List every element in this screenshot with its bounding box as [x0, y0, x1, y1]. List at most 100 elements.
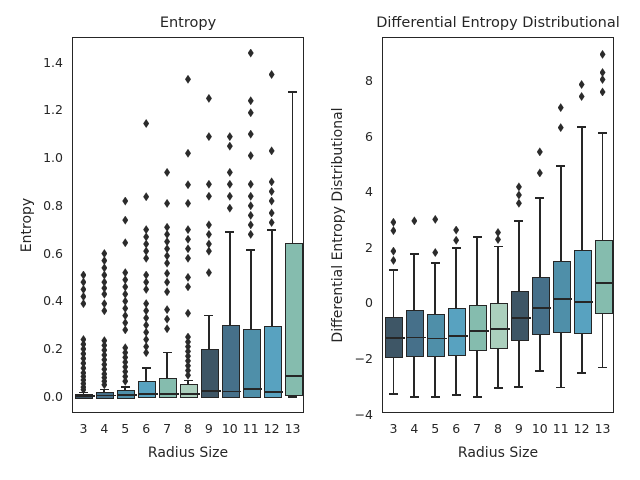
outlier-marker: [101, 277, 108, 287]
outlier-marker: [185, 244, 191, 254]
outlier-marker: [411, 216, 418, 226]
x-tick-label: 5: [431, 421, 440, 436]
outlier-marker: [536, 147, 543, 157]
boxplot-box: [138, 381, 157, 398]
outlier-marker: [122, 362, 129, 372]
y-tick-label: 0.8: [43, 197, 63, 213]
y-tick-label: −2: [354, 351, 373, 367]
y-tick-label: 0.6: [43, 245, 63, 261]
median-line: [448, 335, 468, 338]
boxplot-box: [573, 250, 592, 334]
outlier-marker: [143, 225, 150, 235]
outlier-marker: [268, 186, 275, 196]
whisker-cap-lower: [556, 386, 566, 389]
outlier-marker: [164, 268, 171, 278]
median-line: [221, 390, 242, 393]
median-line: [490, 328, 510, 331]
whisker-cap-lower: [535, 369, 545, 372]
median-line: [510, 317, 531, 319]
boxplot-box: [552, 261, 571, 334]
x-tick-label: 10: [531, 421, 548, 436]
outlier-marker: [164, 251, 171, 261]
outlier-marker: [247, 210, 254, 220]
outlier-marker: [122, 343, 129, 353]
outlier-marker: [101, 249, 108, 259]
outlier-marker: [185, 74, 191, 84]
outlier-marker: [185, 253, 191, 263]
whisker-cap-upper: [577, 125, 587, 128]
boxplot-box: [510, 291, 529, 342]
outlier-marker: [164, 305, 171, 315]
outlier-marker: [80, 277, 87, 287]
outlier-marker: [80, 270, 87, 280]
median-line: [96, 394, 116, 397]
outlier-marker: [164, 277, 171, 287]
outlier-marker: [80, 358, 87, 368]
outlier-marker: [247, 179, 254, 189]
outlier-marker: [185, 351, 191, 361]
y-tick-label: 4: [365, 184, 373, 200]
median-line: [385, 337, 406, 340]
outlier-marker: [143, 334, 150, 344]
boxplot-box: [221, 325, 240, 399]
median-line: [406, 336, 426, 339]
y-tick-label: 8: [365, 72, 373, 88]
outlier-marker: [143, 327, 150, 337]
median-line: [552, 297, 573, 300]
outlier-marker: [80, 349, 87, 359]
whisker-cap-upper: [388, 269, 398, 271]
x-tick-label: 5: [121, 421, 130, 436]
outlier-marker: [268, 70, 275, 80]
outlier-marker: [185, 361, 191, 371]
outlier-marker: [80, 385, 87, 395]
x-tick-label: 7: [163, 421, 172, 436]
median-line: [200, 389, 221, 392]
whisker-cap-upper: [451, 246, 461, 249]
outlier-marker: [247, 191, 254, 201]
boxplot-box: [180, 383, 198, 398]
outlier-marker: [599, 68, 606, 77]
outlier-marker: [247, 220, 254, 230]
outlier-marker: [185, 198, 191, 208]
outlier-marker: [164, 287, 171, 297]
median-line: [284, 374, 305, 377]
outlier-marker: [143, 306, 150, 316]
outlier-marker: [515, 190, 522, 200]
outlier-marker: [143, 284, 150, 294]
whisker-cap-lower: [598, 366, 608, 369]
outlier-marker: [185, 346, 191, 356]
outlier-marker: [143, 232, 150, 242]
outlier-marker: [268, 217, 275, 227]
outlier-marker: [205, 179, 212, 189]
outlier-marker: [185, 180, 191, 190]
outlier-marker: [122, 282, 129, 292]
outlier-marker: [599, 87, 606, 97]
whisker-cap-lower: [472, 395, 482, 398]
outlier-marker: [205, 220, 212, 230]
outlier-marker: [80, 363, 87, 373]
outlier-marker: [247, 201, 254, 211]
outlier-marker: [578, 79, 585, 89]
outlier-marker: [515, 182, 522, 192]
whisker-cap-upper: [493, 245, 503, 248]
x-tick-label: 7: [473, 421, 482, 436]
outlier-marker: [432, 214, 439, 224]
outlier-marker: [185, 225, 191, 235]
outlier-marker: [185, 308, 191, 318]
x-tick-label: 11: [552, 421, 569, 436]
outlier-marker: [143, 118, 150, 128]
whisker-cap-lower: [430, 395, 440, 398]
outlier-marker: [205, 93, 212, 103]
outlier-marker: [122, 357, 129, 367]
median-line: [427, 337, 447, 340]
outlier-marker: [164, 324, 171, 334]
x-tick-label: 8: [184, 421, 192, 436]
outlier-marker: [390, 226, 397, 236]
whisker-line: [270, 229, 273, 397]
outlier-marker: [101, 350, 108, 360]
boxplot-box: [490, 303, 508, 349]
outlier-marker: [247, 151, 254, 161]
y-tick-label: 1.2: [43, 102, 63, 118]
x-tick-label: 13: [284, 421, 301, 436]
outlier-marker: [143, 253, 150, 263]
